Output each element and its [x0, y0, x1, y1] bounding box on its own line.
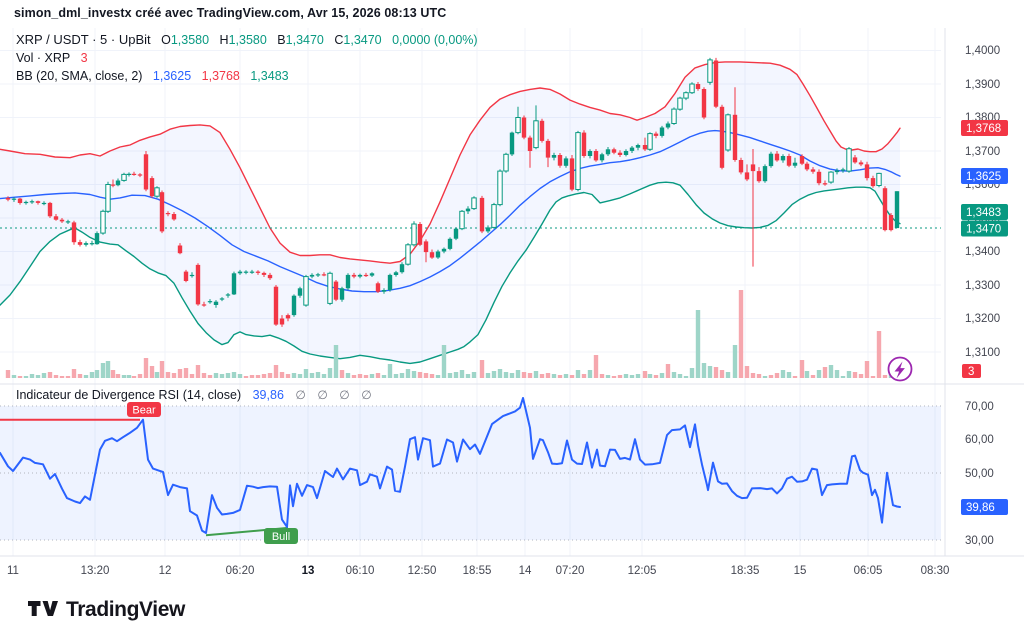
bb-lower-value: 1,3483: [250, 69, 289, 83]
price-tick: 1,3700: [965, 146, 1000, 158]
bb-lower-badge: 1,3483: [966, 207, 1001, 219]
high-value: 1,3580: [228, 33, 267, 47]
bollinger-layer: [0, 61, 941, 365]
low-value: 1,3470: [285, 33, 324, 47]
time-tick: 15: [794, 565, 807, 577]
price-tick: 1,3400: [965, 246, 1000, 258]
bb-label[interactable]: BB (20, SMA, close, 2): [16, 69, 143, 83]
rsi-value: 39,86: [252, 388, 284, 402]
time-tick: 07:20: [556, 565, 585, 577]
bb-upper-badge: 1,3768: [966, 123, 1001, 135]
price-axis[interactable]: 1,4000 1,3900 1,3800 1,3700 1,3600 1,350…: [965, 45, 1000, 359]
rsi-indicator-legend[interactable]: Indicateur de Divergence RSI (14, close)…: [16, 388, 372, 402]
time-tick: 13:20: [81, 565, 110, 577]
last-price-badge: 1,3470: [966, 224, 1001, 236]
svg-text:Bear: Bear: [132, 405, 156, 417]
open-value: 1,3580: [170, 33, 210, 47]
time-tick: 18:55: [463, 565, 492, 577]
chart-watermark: simon_dml_investx créé avec TradingView.…: [14, 6, 447, 20]
bear-badge: Bear: [127, 402, 161, 417]
time-tick: 12:50: [408, 565, 437, 577]
price-tick: 1,3200: [965, 313, 1000, 325]
price-tick: 1,4000: [965, 45, 1000, 57]
bb-basis-value: 1,3625: [152, 69, 192, 83]
grid-layer: [0, 28, 941, 556]
tradingview-logo-text: TradingView: [66, 598, 185, 621]
volume-badge: 3: [968, 366, 974, 378]
bb-row[interactable]: BB (20, SMA, close, 2) 1,3625 1,3768 1,3…: [16, 68, 478, 85]
time-tick: 06:05: [854, 565, 883, 577]
rsi-value-badge: 39,86: [966, 502, 995, 514]
candle-layer: [5, 57, 900, 327]
rsi-axis[interactable]: 70,00 60,00 50,00 30,00 39,86: [961, 401, 1008, 547]
close-label: C: [334, 33, 344, 47]
symbol-title[interactable]: XRP / USDT · 5 · UpBit: [16, 32, 151, 47]
bb-basis-badge: 1,3625: [966, 171, 1001, 183]
rsi-empty-value: ∅: [295, 388, 306, 402]
tradingview-logo[interactable]: TradingView: [28, 598, 185, 622]
rsi-layer: [0, 397, 941, 541]
rsi-label[interactable]: Indicateur de Divergence RSI (14, close): [16, 388, 242, 402]
volume-value: 3: [80, 51, 88, 65]
open-label: O: [161, 33, 171, 47]
symbol-row[interactable]: XRP / USDT · 5 · UpBit O1,3580 H1,3580 B…: [16, 31, 478, 49]
rsi-tick: 50,00: [965, 468, 994, 480]
bb-upper-value: 1,3768: [201, 69, 240, 83]
time-tick: 06:10: [346, 565, 375, 577]
tradingview-logo-icon: [28, 601, 58, 616]
change-value: 0,0000 (0,00%): [392, 33, 478, 47]
time-tick: 06:20: [226, 565, 255, 577]
time-tick: 12:05: [628, 565, 657, 577]
svg-text:Bull: Bull: [272, 531, 290, 543]
close-value: 1,3470: [343, 33, 382, 47]
time-tick: 14: [519, 565, 532, 577]
rsi-empty-value: ∅: [317, 388, 328, 402]
volume-layer: [5, 290, 900, 378]
time-tick: 08:30: [921, 565, 950, 577]
rsi-empty-value: ∅: [339, 388, 350, 402]
volume-label[interactable]: Vol · XRP: [16, 51, 71, 65]
time-tick: 11: [7, 565, 19, 577]
price-tick: 1,3300: [965, 280, 1000, 292]
time-tick-day: 13: [302, 565, 315, 577]
time-tick: 12: [159, 565, 172, 577]
symbol-legend[interactable]: XRP / USDT · 5 · UpBit O1,3580 H1,3580 B…: [16, 31, 478, 86]
price-tick: 1,3100: [965, 347, 1000, 359]
time-axis[interactable]: 11 13:20 12 06:20 13 06:10 12:50 18:55 1…: [7, 565, 949, 577]
volume-row[interactable]: Vol · XRP 3: [16, 50, 478, 67]
boost-flash-icon[interactable]: [887, 356, 913, 382]
rsi-tick: 70,00: [965, 401, 994, 413]
rsi-tick: 60,00: [965, 434, 994, 446]
high-label: H: [219, 33, 229, 47]
time-tick: 18:35: [731, 565, 760, 577]
price-tick: 1,3900: [965, 79, 1000, 91]
price-axis-badges: 1,3768 1,3625 1,3483 1,3470 3: [961, 120, 1008, 378]
rsi-empty-value: ∅: [361, 388, 372, 402]
low-label: B: [277, 33, 286, 47]
rsi-tick: 30,00: [965, 535, 994, 547]
bull-badge: Bull: [264, 528, 298, 544]
